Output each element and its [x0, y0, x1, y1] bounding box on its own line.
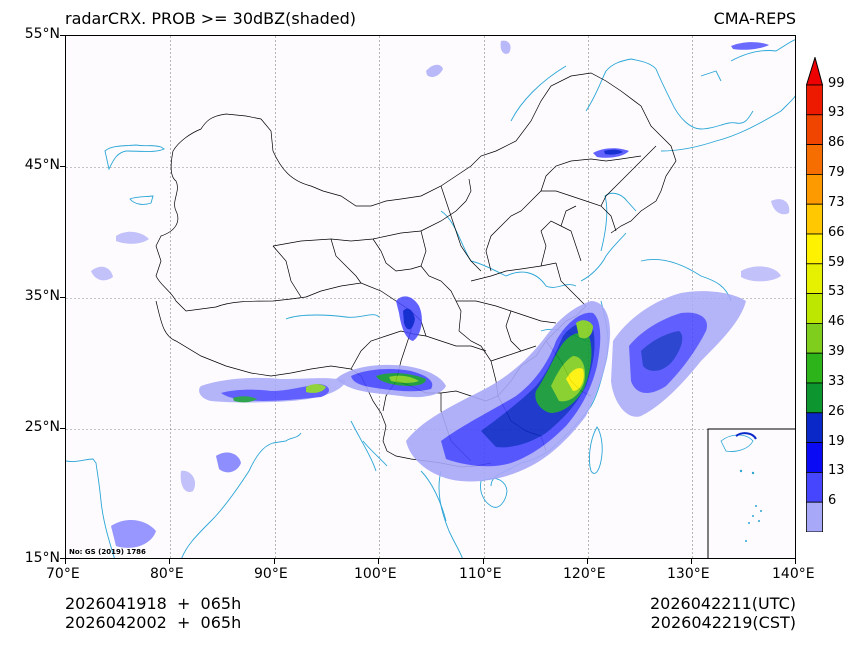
chart-title: radarCRX. PROB >= 30dBZ(shaded)	[65, 9, 357, 28]
cbar-label-99: 99	[828, 76, 845, 91]
lon-tick-100: 100°E	[354, 566, 397, 582]
valid-time-block: 2026042211(UTC) 2026042219(CST)	[650, 594, 796, 632]
map-canvas	[66, 36, 795, 558]
colorbar-segment	[806, 412, 823, 443]
colorbar	[805, 55, 824, 562]
model-name: CMA-REPS	[713, 9, 796, 28]
colorbar-segment	[806, 442, 823, 473]
lon-tick-80: 80°E	[150, 566, 184, 582]
colorbar-segment	[806, 352, 823, 384]
cbar-label-39: 39	[828, 344, 845, 359]
init-time-utc: 2026041918 + 065h	[65, 594, 242, 613]
lon-tick-90: 90°E	[254, 566, 288, 582]
colorbar-segment	[806, 144, 823, 175]
lon-tick-130: 130°E	[667, 566, 710, 582]
map-plot-area: No: GS (2019) 1786	[65, 35, 796, 559]
cbar-label-79: 79	[828, 165, 845, 180]
colorbar-segment	[806, 233, 823, 265]
cbar-label-53: 53	[828, 284, 845, 299]
cbar-label-13: 13	[828, 463, 845, 478]
lat-tick-15: 15°N	[24, 550, 60, 566]
map-approval-number: No: GS (2019) 1786	[69, 548, 146, 556]
colorbar-segment	[806, 471, 823, 503]
lat-tick-55: 55°N	[24, 26, 60, 42]
lat-tick-35: 35°N	[24, 288, 60, 304]
colorbar-segment	[806, 174, 823, 205]
valid-time-utc: 2026042211(UTC)	[650, 594, 796, 613]
lon-tick-110: 110°E	[459, 566, 502, 582]
lon-tick-70: 70°E	[46, 566, 80, 582]
lon-tick-140: 140°E	[772, 566, 815, 582]
lat-tick-25: 25°N	[24, 419, 60, 435]
colorbar-graphic	[805, 55, 824, 562]
colorbar-segment	[806, 501, 823, 533]
province-borders	[155, 72, 677, 468]
colorbar-segment	[806, 382, 823, 414]
cbar-label-19: 19	[828, 434, 845, 449]
south-china-sea-inset	[707, 428, 795, 558]
colorbar-segment	[806, 322, 823, 354]
probability-shading	[91, 40, 790, 548]
colorbar-over-arrow	[805, 55, 824, 86]
cbar-label-86: 86	[828, 135, 845, 150]
colorbar-segment	[806, 84, 823, 116]
init-time-block: 2026041918 + 065h 2026042002 + 065h	[65, 594, 241, 632]
colorbar-segment	[806, 263, 823, 295]
init-time-cst: 2026042002 + 065h	[65, 613, 242, 632]
cbar-label-93: 93	[828, 105, 845, 120]
cbar-label-46: 46	[828, 314, 845, 329]
cbar-label-6: 6	[828, 493, 837, 508]
cbar-label-66: 66	[828, 225, 845, 240]
lat-tick-45: 45°N	[24, 157, 60, 173]
valid-time-cst: 2026042219(CST)	[650, 613, 796, 632]
lon-tick-120: 120°E	[563, 566, 606, 582]
colorbar-segment	[806, 203, 823, 235]
cbar-label-59: 59	[828, 255, 845, 270]
cbar-label-73: 73	[828, 195, 845, 210]
cbar-label-26: 26	[828, 404, 845, 419]
colorbar-segment	[806, 114, 823, 145]
cbar-label-33: 33	[828, 374, 845, 389]
colorbar-segment	[806, 293, 823, 324]
